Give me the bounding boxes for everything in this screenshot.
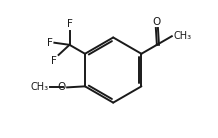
Text: F: F xyxy=(66,19,72,29)
Text: CH₃: CH₃ xyxy=(30,82,48,92)
Text: CH₃: CH₃ xyxy=(174,31,192,41)
Text: O: O xyxy=(153,17,161,26)
Text: F: F xyxy=(51,56,57,66)
Text: F: F xyxy=(47,38,53,48)
Text: O: O xyxy=(57,82,66,92)
